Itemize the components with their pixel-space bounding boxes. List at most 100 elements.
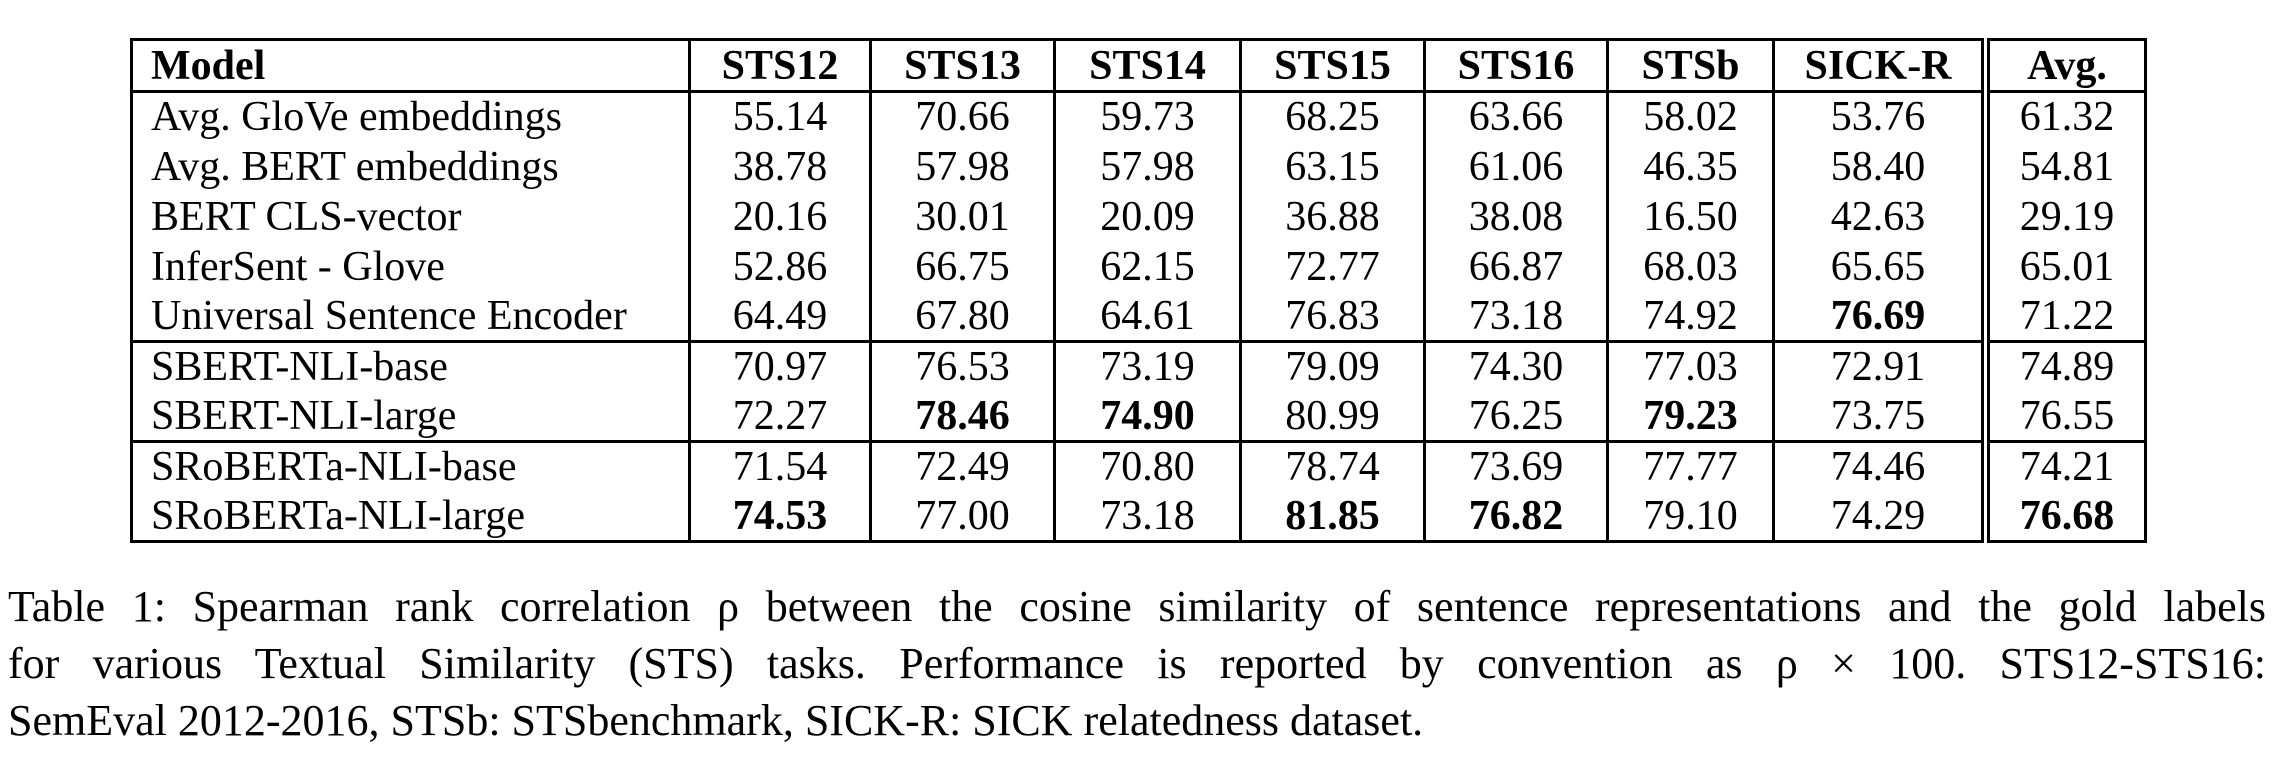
score-cell: 29.19	[1981, 191, 2146, 242]
score-cell: 65.65	[1772, 241, 1986, 292]
score-cell: 58.02	[1606, 91, 1774, 142]
score-cell: 42.63	[1772, 191, 1986, 242]
score-cell: 66.75	[869, 241, 1055, 292]
score-cell: 74.53	[688, 491, 871, 542]
model-name-cell: SBERT-NLI-large	[151, 392, 457, 439]
model-name-cell: InferSent - Glove	[151, 243, 445, 290]
score-cell: 72.49	[869, 440, 1055, 492]
score-cell: 74.90	[1053, 391, 1241, 442]
score-cell: 55.14	[688, 91, 871, 142]
table-caption: Table 1: Spearman rank correlation ρ bet…	[8, 578, 2266, 749]
score-cell: 20.09	[1053, 191, 1241, 242]
score-cell: 66.87	[1423, 241, 1608, 292]
score-cell: 72.77	[1239, 241, 1425, 292]
score-cell: 79.23	[1606, 391, 1774, 442]
column-header-model: Model	[131, 39, 690, 93]
score-cell: 76.25	[1423, 391, 1608, 442]
score-cell: 72.91	[1772, 340, 1986, 392]
table-row: SBERT-NLI-base 70.97 76.53 73.19 79.09 74.30 7…	[131, 340, 2146, 392]
column-header-sts15: STS15	[1239, 39, 1425, 93]
header-row: Model STS12 STS13 STS14 STS15 STS16 STSb…	[131, 39, 2146, 93]
score-cell: 68.03	[1606, 241, 1774, 292]
model-name-cell: SBERT-NLI-base	[131, 340, 690, 392]
score-cell: 73.18	[1053, 491, 1241, 542]
score-cell: 74.89	[1981, 340, 2146, 392]
score-cell: 68.25	[1239, 91, 1425, 142]
score-cell: 74.46	[1772, 440, 1986, 492]
score-cell: 79.10	[1606, 491, 1774, 542]
score-cell: 72.27	[688, 391, 871, 442]
score-cell: 73.19	[1053, 340, 1241, 392]
column-header-sick-r: SICK-R	[1772, 39, 1986, 93]
score-cell: 52.86	[688, 241, 871, 292]
score-cell: 74.30	[1423, 340, 1608, 392]
column-header-sts13: STS13	[869, 39, 1055, 93]
score-cell: 76.68	[1981, 491, 2146, 542]
model-name-cell: Avg. GloVe embeddings	[151, 94, 562, 141]
score-cell: 53.76	[1772, 91, 1986, 142]
score-cell: 57.98	[1053, 141, 1241, 192]
score-cell: 20.16	[688, 191, 871, 242]
score-cell: 76.82	[1423, 491, 1608, 542]
table-row: Universal Sentence Encoder 64.49 67.80 64.6…	[132, 291, 2146, 342]
score-cell: 74.21	[1981, 440, 2146, 492]
results-table: Model STS12 STS13 STS14 STS15 STS16 STSb…	[130, 38, 2147, 543]
score-cell: 73.75	[1772, 391, 1986, 442]
score-cell: 58.40	[1772, 141, 1986, 192]
model-name-cell: Avg. BERT embeddings	[151, 143, 559, 190]
score-cell: 70.66	[869, 91, 1055, 142]
caption-line-3: SemEval 2012-2016, STSb: STSbenchmark, S…	[8, 696, 1424, 745]
score-cell: 76.69	[1772, 291, 1986, 342]
score-cell: 70.80	[1053, 440, 1241, 492]
score-cell: 54.81	[1981, 141, 2146, 192]
score-cell: 76.83	[1239, 291, 1425, 342]
caption-line-2: for various Textual Similarity (STS) tas…	[8, 639, 2266, 688]
score-cell: 81.85	[1239, 491, 1425, 542]
score-cell: 77.77	[1606, 440, 1774, 492]
score-cell: 16.50	[1606, 191, 1774, 242]
score-cell: 59.73	[1053, 91, 1241, 142]
model-name-cell: SRoBERTa-NLI-base	[131, 440, 690, 492]
column-header-sts14: STS14	[1053, 39, 1241, 93]
table-row: InferSent - Glove 52.86 66.75 62.15 72.77 66.…	[132, 241, 2146, 292]
score-cell: 30.01	[869, 191, 1055, 242]
score-cell: 71.54	[688, 440, 871, 492]
score-cell: 38.78	[688, 141, 871, 192]
score-cell: 79.09	[1239, 340, 1425, 392]
score-cell: 76.55	[1981, 391, 2146, 442]
score-cell: 64.49	[688, 291, 871, 342]
score-cell: 36.88	[1239, 191, 1425, 242]
table-row: SRoBERTa-NLI-base 71.54 72.49 70.80 78.74 73.…	[131, 440, 2146, 492]
model-name-cell: Universal Sentence Encoder	[151, 292, 627, 339]
score-cell: 73.69	[1423, 440, 1608, 492]
table-row: SBERT-NLI-large 72.27 78.46 74.90 80.99 76.25…	[132, 391, 2146, 442]
column-header-sts16: STS16	[1423, 39, 1608, 93]
score-cell: 57.98	[869, 141, 1055, 192]
score-cell: 80.99	[1239, 391, 1425, 442]
column-header-avg: Avg.	[1981, 39, 2146, 93]
score-cell: 77.03	[1606, 340, 1774, 392]
table-row: SRoBERTa-NLI-large 74.53 77.00 73.18 81.85 76…	[132, 491, 2146, 542]
table-row: BERT CLS-vector 20.16 30.01 20.09 36.88 38.08…	[132, 191, 2146, 242]
score-cell: 64.61	[1053, 291, 1241, 342]
column-header-sts12: STS12	[688, 39, 871, 93]
score-cell: 62.15	[1053, 241, 1241, 292]
score-cell: 73.18	[1423, 291, 1608, 342]
score-cell: 77.00	[869, 491, 1055, 542]
score-cell: 61.06	[1423, 141, 1608, 192]
score-cell: 71.22	[1981, 291, 2146, 342]
score-cell: 78.46	[869, 391, 1055, 442]
score-cell: 70.97	[688, 340, 871, 392]
score-cell: 38.08	[1423, 191, 1608, 242]
score-cell: 63.66	[1423, 91, 1608, 142]
table-row: Avg. BERT embeddings 38.78 57.98 57.98 63.15…	[132, 141, 2146, 192]
score-cell: 63.15	[1239, 141, 1425, 192]
score-cell: 65.01	[1981, 241, 2146, 292]
score-cell: 74.92	[1606, 291, 1774, 342]
score-cell: 76.53	[869, 340, 1055, 392]
score-cell: 74.29	[1772, 491, 1986, 542]
column-header-stsb: STSb	[1606, 39, 1774, 93]
table-row: Avg. GloVe embeddings 55.14 70.66 59.73 68.2…	[132, 91, 2146, 142]
score-cell: 78.74	[1239, 440, 1425, 492]
